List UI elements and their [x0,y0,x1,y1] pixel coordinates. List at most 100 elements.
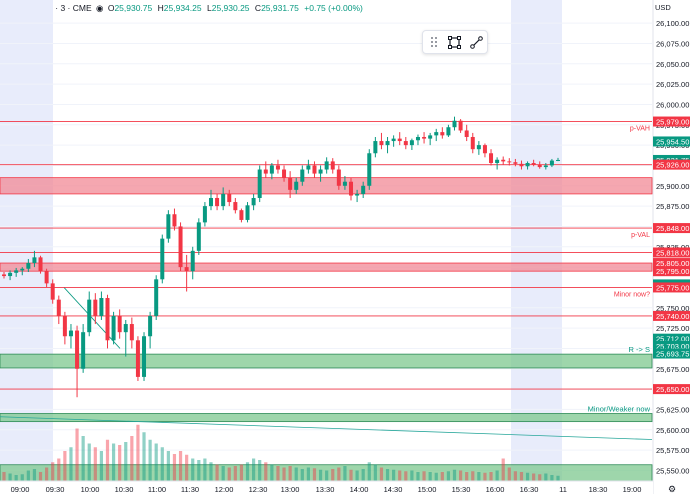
volume-bar [75,428,79,481]
price-tick-label: 26,050.00 [656,60,689,69]
candle-body [464,130,469,137]
volume-bar [14,475,18,481]
volume-bar [191,458,195,481]
time-tick-label: 16:30 [520,485,539,494]
candle-body [166,214,171,239]
candle-body [123,324,128,333]
volume-bar [392,469,396,481]
candle-body [154,279,159,316]
volume-bar [45,467,49,481]
volume-bar [306,467,310,481]
close-key: C [254,3,262,13]
session-shade [511,0,562,481]
price-tick-label: 25,825.00 [656,243,689,252]
settings-gear-icon[interactable]: ⚙ [668,484,676,494]
session-shading [0,0,652,481]
candle-body [160,238,165,280]
candle-body [227,193,232,203]
currency-label: USD [655,3,671,12]
volume-bar [465,472,469,481]
candle-body [142,336,147,377]
volume-bar [471,471,475,481]
volume-bar [142,432,146,481]
candle-body [446,127,451,136]
price-tick-label: 26,100.00 [656,19,689,28]
candle-body [373,141,378,154]
candle-body [324,161,329,170]
price-tick-label: 25,675.00 [656,365,689,374]
volume-bar [69,447,73,481]
time-tick-label: 18:30 [589,485,608,494]
candle-body [44,271,49,284]
candle-body [489,153,494,164]
volume-bar [385,469,390,481]
drag-handle-icon[interactable] [426,34,442,50]
eye-icon[interactable]: ◉ [96,4,104,14]
level-label: p-VAL [631,232,650,239]
zone-band [0,353,653,369]
volume-bar [544,473,548,481]
volume-bar [331,469,335,481]
time-tick-label: 10:00 [81,485,100,494]
select-rectangle-icon[interactable] [447,34,463,50]
change-value: +0.75 (+0.00%) [304,3,363,13]
time-tick-label: 15:30 [452,485,471,494]
volume-bar [495,470,499,481]
candle-body [172,214,177,227]
candle-body [233,202,238,211]
price-tag [653,310,690,321]
volume-bar [32,469,37,481]
candle-body [379,141,384,146]
volume-bar [501,458,505,481]
volume-bar [343,466,347,481]
volume-bar [160,447,164,481]
trendline-icon[interactable] [468,34,484,50]
candle-body [38,257,43,272]
time-tick-label: 09:00 [11,485,30,494]
candle-body [20,268,25,271]
candle-body [221,193,226,207]
time-tick-label: 14:00 [350,485,369,494]
volume-bar [349,469,353,481]
volume-bar [178,451,183,481]
candle-body [251,197,256,206]
candle-body [239,210,244,220]
volume-bar [404,471,408,481]
candle-body [330,161,335,170]
price-tag [653,258,690,269]
candle-body [208,197,213,207]
price-tag-label: 25,848.00 [656,224,689,233]
volume-bar [434,472,438,481]
volume-bar [483,472,487,481]
candle-body [525,163,530,167]
volume-bar [477,472,481,481]
price-tag-label: 25,926.00 [656,161,689,170]
open-value: 25,930.75 [114,3,153,13]
price-tag [653,384,690,395]
candle-body [129,324,134,341]
candle-body [178,226,183,268]
volume-bar [252,458,256,481]
candle-body [2,274,6,277]
candle-body [440,132,445,136]
time-tick-label: 12:30 [249,485,268,494]
volume-bar [51,462,55,481]
volume-bar [416,472,420,481]
candle-body [56,299,61,316]
time-tick-label: 11:30 [181,485,199,494]
price-tag-label: 25,693.75 [656,350,689,359]
volume-bar [99,451,104,481]
level-label: Minor now? [614,291,650,298]
volume-bar [373,464,377,481]
price-tick-label: 26,000.00 [656,100,689,109]
candle-body [215,197,220,207]
level-label: p-VAH [630,126,650,133]
volume-bar [282,467,286,481]
candle-body [519,163,524,167]
volume-bar [355,470,359,481]
candle-body [190,250,195,272]
candle-body [501,159,506,162]
